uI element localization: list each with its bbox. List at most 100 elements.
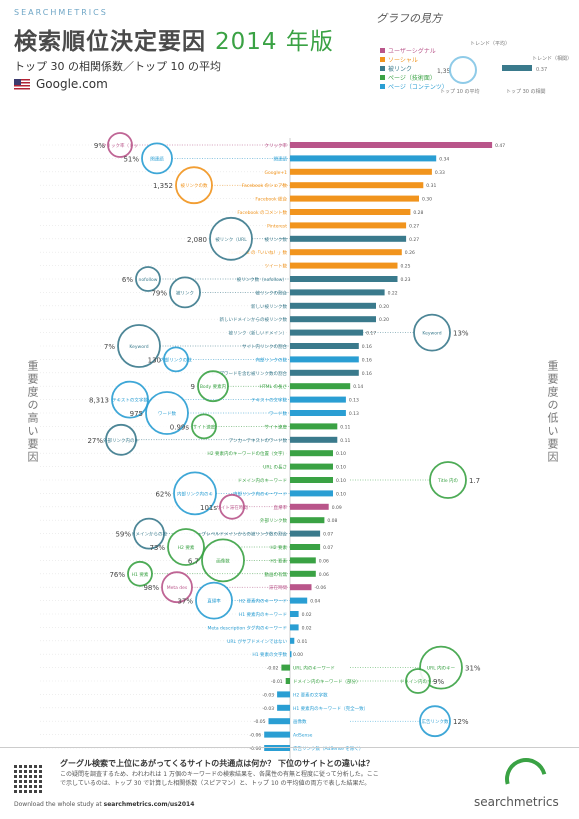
bar-category-label: ストップワードを含む被リンク数の割合 <box>206 370 287 377</box>
bar-category-label: 新しい被リンク数 <box>251 303 287 310</box>
bar-category-label: アンカーテキストのワード数 <box>229 437 288 444</box>
legend-label: ユーザーシグナル <box>388 48 436 55</box>
bar <box>290 155 437 162</box>
bar-value-label: 0.30 <box>422 197 432 203</box>
bar <box>290 570 316 577</box>
bar <box>290 182 424 189</box>
factor-bubble <box>141 142 173 175</box>
bar-value-label: -0.05 <box>254 719 266 725</box>
bubble-label: 直帰率 <box>207 598 221 605</box>
legend-item: ページ（コンテンツ） <box>380 82 448 91</box>
page-subtitle: トップ 30 の相関係数／トップ 10 の平均 <box>14 60 221 73</box>
factor-bubble <box>127 560 153 587</box>
bar-category-label: H2 要素内のキーワード <box>239 598 287 605</box>
bar-category-label: 広告リンク数（AdSense を除く） <box>293 745 363 752</box>
bar-category-label: ドメイン内のキーワード <box>238 477 288 484</box>
footer-download-prefix: Download the whole study at <box>14 801 104 808</box>
brand-label: SEARCHMETRICS <box>14 8 108 17</box>
factor-bubble <box>163 346 189 373</box>
bubble-label: Keyword <box>129 344 148 350</box>
factor-bubble <box>135 266 161 292</box>
bar <box>290 195 419 202</box>
page-title: 検索順位決定要因 2014 年版 <box>14 22 334 56</box>
footer-text: この疑問を調査するため、われわれは 1 万個のキーワードの検索結果を、各属性の有… <box>60 771 379 787</box>
footer-question: グーグル検索で上位にあがってくるサイトの共通点は何か？ 下位のサイトとの違いは？ <box>60 759 374 768</box>
bubble-label: Title 内の <box>437 477 459 484</box>
qr-code-pattern <box>14 765 42 793</box>
footer-download-link[interactable]: searchmetrics.com/us2014 <box>103 801 195 808</box>
bar-value-label: 0.11 <box>340 438 350 444</box>
legend-swatch <box>380 84 385 89</box>
bubble-value: 1,352 <box>153 182 173 190</box>
bubble-label: サイト滞在時間 <box>216 504 248 511</box>
side-label-left: 重要度の高い要因 <box>26 360 39 464</box>
legend-item: ページ（技術面） <box>380 73 436 82</box>
bar <box>268 718 290 725</box>
bar-value-label: 0.07 <box>323 545 333 551</box>
bar-value-label: -0.02 <box>267 666 279 672</box>
bubble-value: 79% <box>151 289 167 297</box>
legend-swatch <box>380 48 385 53</box>
bar <box>290 517 325 524</box>
factor-bubble <box>419 705 451 738</box>
bar-category-label: 画像数 <box>293 718 307 725</box>
bar <box>290 557 316 564</box>
bar-category-label: H2 要素内のキーワードの位置（文字） <box>207 450 287 457</box>
bar-value-label: -0.03 <box>262 706 274 712</box>
bar <box>290 168 432 175</box>
bubble-label: 関連語 <box>150 155 164 162</box>
bar-category-label: URL 内のキーワード <box>293 665 335 672</box>
bar <box>290 209 411 215</box>
bar <box>290 530 321 537</box>
us-flag-icon <box>14 78 30 90</box>
factor-bubble <box>209 216 253 261</box>
bar <box>290 597 308 604</box>
factor-bubble <box>167 528 205 566</box>
bar-category-label: URL の長さ <box>263 464 287 471</box>
domain-text: Google.com <box>36 77 108 91</box>
bubble-value: 7% <box>104 343 115 351</box>
bar-category-label: トップレベルドメインからの被リンク数の割合 <box>193 531 288 538</box>
factor-bubble <box>111 380 149 419</box>
bar-value-label: 0.10 <box>336 478 346 484</box>
bar <box>290 477 333 483</box>
bubble-value: 27% <box>87 437 103 445</box>
bar <box>264 745 290 751</box>
bar-category-label: サイト内リンクの割合 <box>242 343 287 350</box>
bubble-label: 広告リンク数 <box>422 718 449 725</box>
bar-value-label: 0.11 <box>340 424 350 430</box>
bubble-label: サイト速度 <box>193 423 216 430</box>
legend-label: ソーシャル <box>388 57 418 64</box>
bar-category-label: ドメイン内のキーワード（部分） <box>293 678 361 685</box>
factor-bubble <box>413 313 451 352</box>
bar-category-label: テキストの文字数 <box>251 397 287 404</box>
bar <box>290 584 312 591</box>
bar <box>290 637 295 644</box>
bubble-label: Keyword <box>422 331 441 337</box>
bar <box>290 249 402 256</box>
bubble-value: 1.7 <box>469 477 480 485</box>
bar-value-label: 0.00 <box>293 652 303 658</box>
bar <box>290 410 346 416</box>
legend-label: ページ（技術面） <box>388 75 436 82</box>
bar <box>290 423 338 430</box>
domain-label: Google.com <box>14 77 108 91</box>
bubble-label: ワード数 <box>158 410 176 417</box>
bar <box>290 369 359 376</box>
bubble-value: 2,080 <box>187 236 207 244</box>
bar-value-label: 0.28 <box>413 210 423 216</box>
bubble-value: 59% <box>115 531 131 539</box>
legend-label: ページ（コンテンツ） <box>388 84 448 91</box>
bar-category-label: H1 要素内のキーワード（完全一致） <box>293 705 368 712</box>
bar-category-label: H1 要素 <box>270 557 287 564</box>
bar-category-label: 被リンクの割合 <box>256 289 288 296</box>
factor-bubble <box>107 132 133 158</box>
bar <box>290 356 359 363</box>
bubble-label: 内部リンク内のキ <box>177 490 213 497</box>
bubble-value: 975 <box>130 410 143 418</box>
factor-bubble <box>173 471 217 516</box>
bar-category-label: H1 要素の文字数 <box>252 651 287 658</box>
bar-category-label: AdSense <box>293 733 313 739</box>
bar <box>290 463 333 470</box>
bubble-label: 内部リンクの数 <box>160 356 192 363</box>
